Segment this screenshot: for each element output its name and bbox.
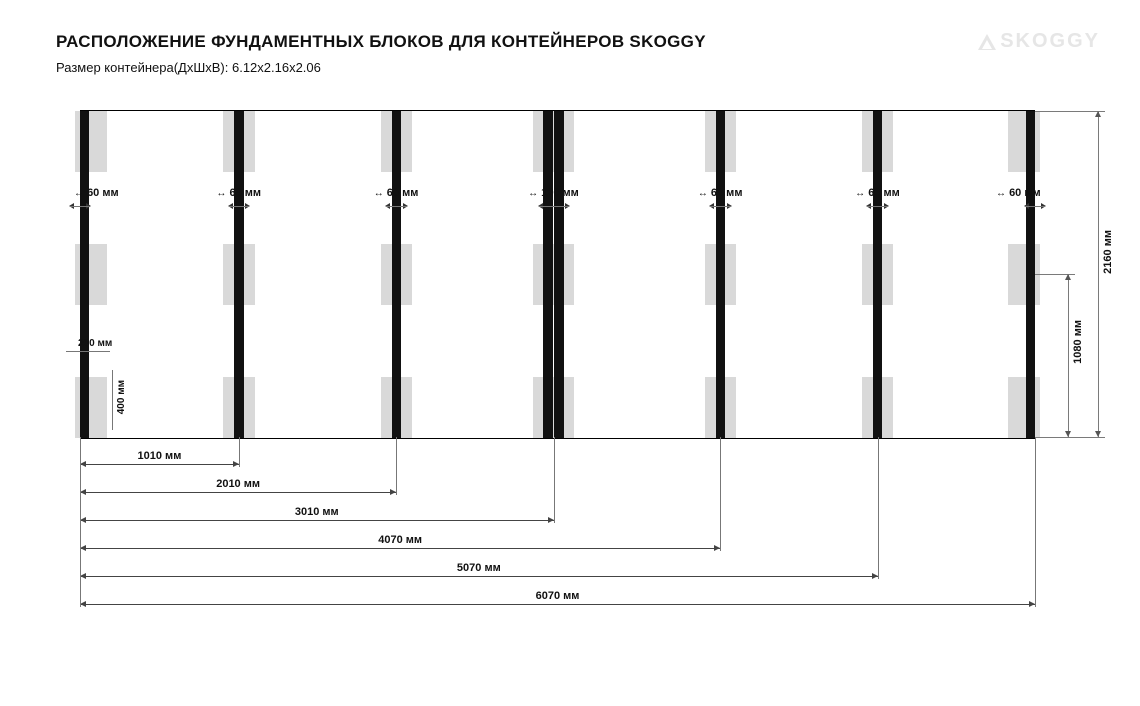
dim-1080-label: 1080 мм [1072, 320, 1084, 364]
plan-view [80, 110, 1035, 439]
span-dim: 5070 мм [80, 567, 878, 581]
beam-width-note: ↔ 60 мм [855, 187, 900, 199]
floor-beam [554, 111, 563, 438]
beam-width-ref-line [710, 206, 731, 207]
floor-beam [234, 111, 243, 438]
page-title: РАСПОЛОЖЕНИЕ ФУНДАМЕНТНЫХ БЛОКОВ ДЛЯ КОН… [56, 32, 706, 52]
dim-arrow [1095, 431, 1101, 437]
dim-2160-label: 2160 мм [1102, 230, 1114, 274]
beam-width-note: ↔ 60 мм [74, 187, 119, 199]
inset-pad-width-label: 200 мм [78, 338, 112, 349]
span-dim: 6070 мм [80, 595, 1035, 609]
inset-pad-height-label: 400 мм [116, 380, 127, 414]
beam-width-note: ↔ 120 мм [528, 187, 579, 199]
dim-arrow [1065, 274, 1071, 280]
page-subtitle: Размер контейнера(ДхШхВ): 6.12x2.16x2.06 [56, 60, 321, 75]
beam-width-ref-line [867, 206, 888, 207]
beam-width-ref-line [1025, 206, 1046, 207]
span-ext-line [554, 437, 555, 523]
foundation-pad [1008, 111, 1039, 172]
span-dim: 4070 мм [80, 539, 720, 553]
floor-beam [1026, 111, 1035, 438]
inset-pad-width-line [66, 351, 110, 352]
floor-beam [716, 111, 725, 438]
floor-beam [392, 111, 401, 438]
dim-arrow [1065, 431, 1071, 437]
span-dim: 2010 мм [80, 483, 396, 497]
floor-beam [873, 111, 882, 438]
beam-width-note: ↔ 60 мм [216, 187, 261, 199]
span-ext-line [239, 437, 240, 467]
span-ext-line [720, 437, 721, 551]
ext-line-bot [1035, 437, 1105, 438]
span-dim: 3010 мм [80, 511, 554, 525]
beam-width-ref-line [386, 206, 407, 207]
dim-arrow [1095, 111, 1101, 117]
beam-width-note: ↔ 60 мм [374, 187, 419, 199]
beam-width-ref-line [229, 206, 250, 207]
span-ext-line [1035, 437, 1036, 607]
span-ext-line-origin [80, 437, 81, 607]
inset-pad-height-line [112, 370, 113, 430]
beam-width-note: ↔ 60 мм [698, 187, 743, 199]
beam-width-ref-line [70, 206, 91, 207]
brand-logo: SKOGGY [978, 30, 1100, 53]
span-ext-line [396, 437, 397, 495]
brand-logo-text: SKOGGY [1000, 30, 1100, 52]
dim-2160-line [1098, 111, 1099, 437]
beam-width-note: ↔ 60 мм [996, 187, 1041, 199]
dim-1080-line [1068, 274, 1069, 437]
span-ext-line [878, 437, 879, 579]
brand-logo-icon [978, 34, 996, 50]
span-dim: 1010 мм [80, 455, 239, 469]
foundation-pad [1008, 377, 1039, 438]
beam-width-ref-line [539, 206, 569, 207]
floor-beam [543, 111, 552, 438]
floor-beam [80, 111, 89, 438]
page-frame: { "title": "РАСПОЛОЖЕНИЕ ФУНДАМЕНТНЫХ БЛ… [0, 0, 1140, 706]
